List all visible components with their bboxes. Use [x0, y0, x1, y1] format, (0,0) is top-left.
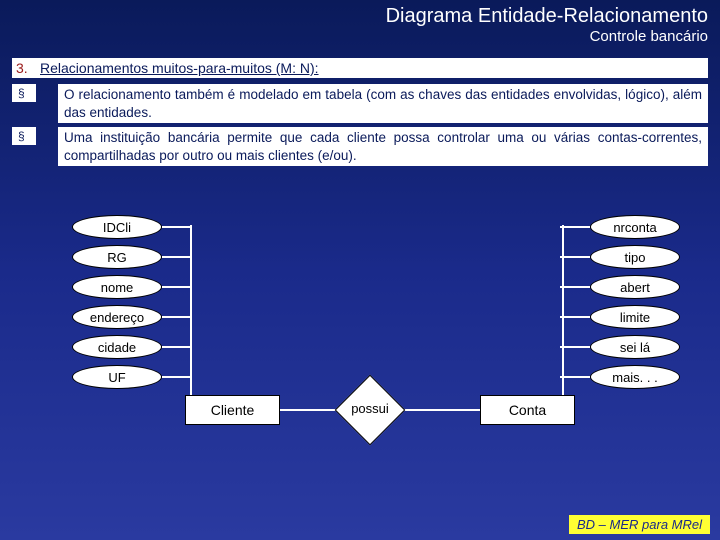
- attr-connector: [162, 346, 192, 348]
- relationship-connector: [398, 409, 480, 411]
- attribute-oval: sei lá: [590, 335, 680, 359]
- bullet-marker: §: [12, 84, 36, 102]
- relationship-label: possui: [335, 401, 405, 416]
- attribute-oval: IDCli: [72, 215, 162, 239]
- slide: Diagrama Entidade-Relacionamento Control…: [0, 0, 720, 540]
- attribute-oval: nome: [72, 275, 162, 299]
- attr-connector: [560, 256, 590, 258]
- bullet-text: O relacionamento também é modelado em ta…: [58, 84, 708, 123]
- attr-connector: [560, 316, 590, 318]
- attribute-oval: endereço: [72, 305, 162, 329]
- section-number: 3.: [16, 60, 40, 76]
- attribute-oval: cidade: [72, 335, 162, 359]
- vline_right: [562, 225, 564, 395]
- footer-badge: BD – MER para MRel: [569, 515, 710, 534]
- entity-box: Cliente: [185, 395, 280, 425]
- bullet-row: § O relacionamento também é modelado em t…: [12, 84, 708, 123]
- bullet-text: Uma instituição bancária permite que cad…: [58, 127, 708, 166]
- vline_left: [190, 225, 192, 395]
- attr-connector: [162, 316, 192, 318]
- slide-subtitle: Controle bancário: [386, 28, 708, 45]
- bullet-marker: §: [12, 127, 36, 145]
- er-diagram: IDCli RG nome endereço cidade UF nrconta tipo ab…: [0, 195, 720, 495]
- bullet-row: § Uma instituição bancária permite que ca…: [12, 127, 708, 166]
- attribute-oval: limite: [590, 305, 680, 329]
- attribute-oval: mais. . .: [590, 365, 680, 389]
- bullet-list: § O relacionamento também é modelado em t…: [12, 84, 708, 166]
- attribute-oval: tipo: [590, 245, 680, 269]
- attribute-oval: RG: [72, 245, 162, 269]
- attribute-oval: abert: [590, 275, 680, 299]
- section: 3. Relacionamentos muitos-para-muitos (M…: [12, 58, 708, 170]
- attr-connector: [560, 286, 590, 288]
- relationship-diamond: possui: [335, 375, 405, 445]
- attr-connector: [560, 376, 590, 378]
- attr-connector: [560, 346, 590, 348]
- section-heading: 3. Relacionamentos muitos-para-muitos (M…: [12, 58, 708, 78]
- attr-connector: [162, 286, 192, 288]
- attribute-oval: UF: [72, 365, 162, 389]
- attr-connector: [162, 376, 192, 378]
- section-title: Relacionamentos muitos-para-muitos (M: N…: [40, 60, 704, 76]
- attr-connector: [162, 256, 192, 258]
- entity-box: Conta: [480, 395, 575, 425]
- attr-connector: [162, 226, 192, 228]
- relationship-connector: [280, 409, 342, 411]
- slide-title: Diagrama Entidade-Relacionamento: [386, 5, 708, 28]
- attr-connector: [560, 226, 590, 228]
- title-block: Diagrama Entidade-Relacionamento Control…: [386, 5, 708, 45]
- attribute-oval: nrconta: [590, 215, 680, 239]
